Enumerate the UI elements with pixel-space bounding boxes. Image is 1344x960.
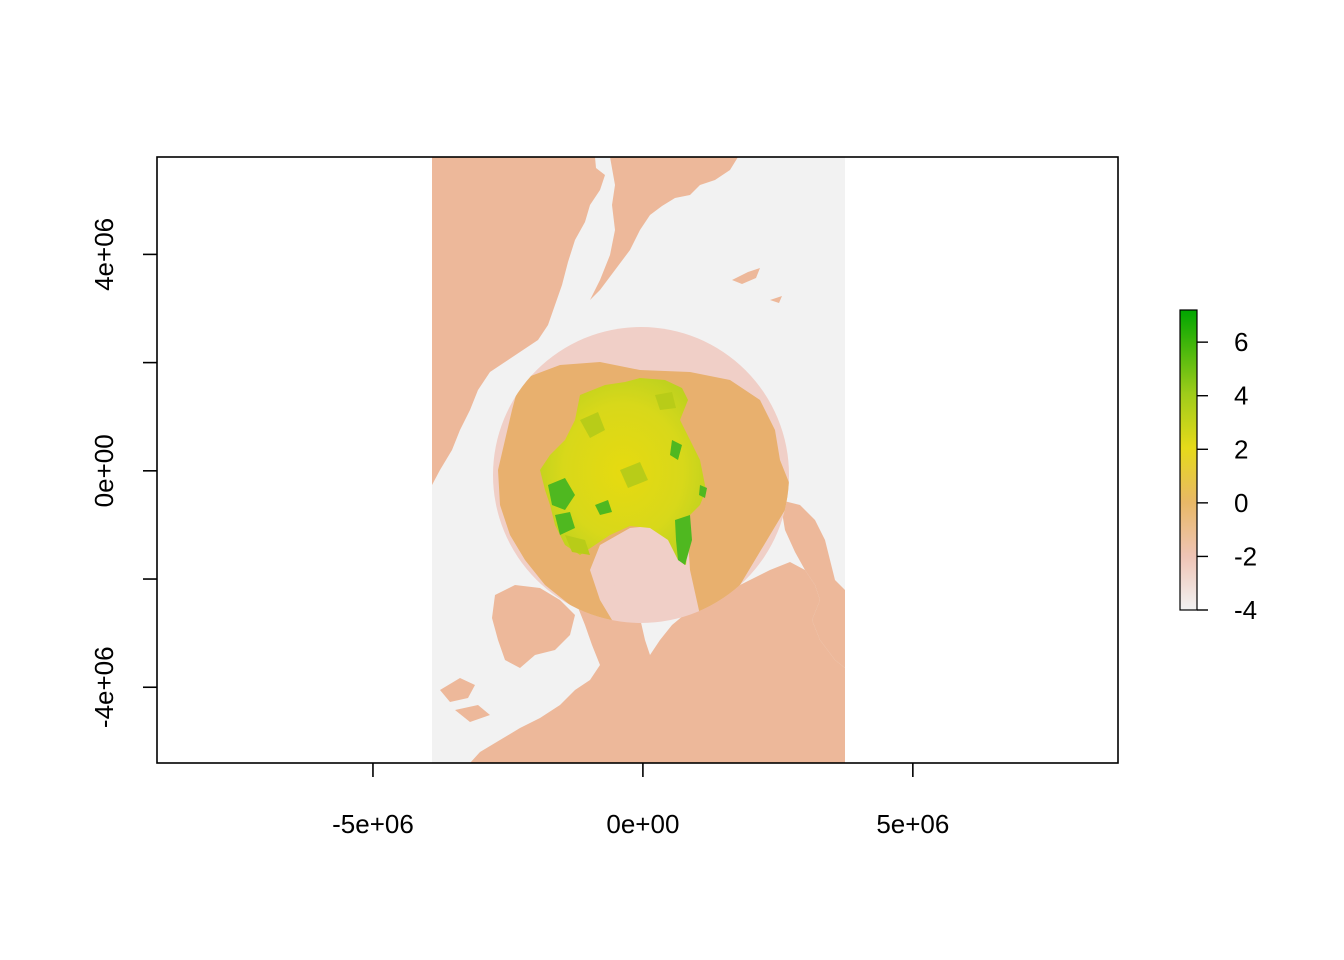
y-tick-label: 4e+06 (89, 218, 119, 291)
legend-tick-label: 0 (1234, 488, 1248, 518)
land-south (470, 562, 845, 763)
x-axis: -5e+06 0e+00 5e+06 (332, 763, 949, 839)
y-axis: 4e+06 0e+00 -4e+06 (89, 218, 157, 728)
plot-frame (156, 156, 1119, 764)
y-tick-label: -4e+06 (89, 646, 119, 728)
color-legend: 6 4 2 0 -2 -4 (1179, 309, 1257, 625)
land-north-center (590, 157, 738, 300)
legend-tick-label: 6 (1234, 327, 1248, 357)
sea-ice-mid (565, 392, 676, 555)
raster-layer (432, 157, 845, 763)
legend-ticks: 6 4 2 0 -2 -4 (1197, 327, 1257, 625)
y-tick-label: 0e+00 (89, 434, 119, 507)
legend-tick-label: -2 (1234, 541, 1257, 571)
land-islands-north (732, 268, 782, 303)
land-southwest (492, 585, 575, 668)
land-east (780, 500, 845, 668)
legend-tick-label: -4 (1234, 595, 1257, 625)
land-islands-southwest (440, 678, 490, 722)
legend-tick-label: 2 (1234, 434, 1248, 464)
sea-ice-high (548, 440, 707, 565)
land-northwest (432, 157, 605, 485)
x-tick-label: 5e+06 (876, 809, 949, 839)
legend-tick-label: 4 (1234, 381, 1248, 411)
x-tick-label: 0e+00 (606, 809, 679, 839)
greenland-interior (608, 528, 675, 622)
x-tick-label: -5e+06 (332, 809, 414, 839)
legend-colorbar (1179, 309, 1198, 611)
